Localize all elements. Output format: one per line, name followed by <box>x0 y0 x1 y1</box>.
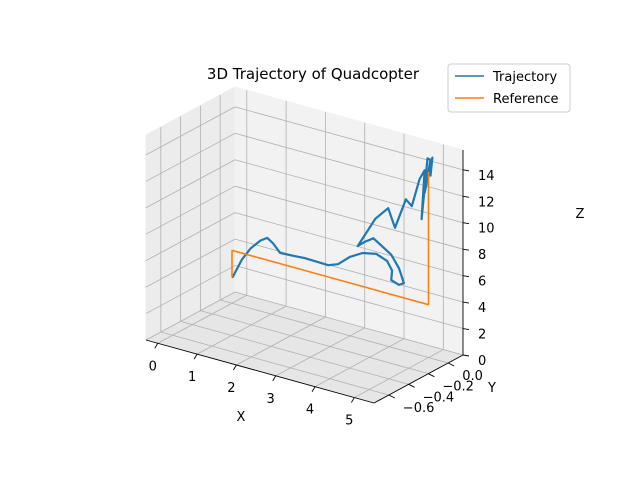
series-line-reference <box>231 171 430 306</box>
tick-label: 0.0 <box>462 369 483 384</box>
grid-line-z <box>145 238 236 288</box>
tick-mark <box>154 343 159 349</box>
tick-label: 8 <box>478 248 486 263</box>
data-series <box>231 156 434 306</box>
tick-label: 0 <box>149 359 157 374</box>
tick-mark <box>233 364 237 371</box>
tick-mark <box>462 195 470 198</box>
tick-mark <box>272 375 277 382</box>
tick-label: 6 <box>478 275 486 290</box>
tick-label: 4 <box>478 301 486 316</box>
tick-mark <box>388 394 396 399</box>
tick-mark <box>193 353 198 360</box>
tick-mark <box>462 169 470 172</box>
grid-line-z <box>234 238 464 303</box>
grid-line-z <box>145 212 236 261</box>
legend-label-trajectory: Trajectory <box>492 70 557 85</box>
grid-line-z <box>145 106 236 156</box>
tick-mark <box>428 373 435 378</box>
grid-line-y <box>200 310 429 375</box>
tick-label: 0 <box>478 354 486 369</box>
grid-line-z <box>234 212 464 277</box>
tick-label: 2 <box>227 381 235 396</box>
tick-label: 5 <box>345 414 353 429</box>
grid-line-z <box>145 132 236 182</box>
tick-mark <box>462 248 470 251</box>
tick-label: 3 <box>267 392 275 407</box>
grid-line-z <box>234 185 464 250</box>
tick-label: 14 <box>478 169 495 184</box>
legend: Trajectory Reference <box>447 63 571 113</box>
legend-label-reference: Reference <box>493 92 558 107</box>
tick-mark <box>447 362 455 367</box>
chart-title: 3D Trajectory of Quadcopter <box>207 65 420 83</box>
tick-mark <box>462 275 470 278</box>
y-axis-label: Y <box>487 381 496 396</box>
grid-line-z <box>234 159 464 224</box>
series-line-trajectory <box>231 156 434 286</box>
grid-line-z <box>234 265 464 329</box>
tick-mark <box>462 354 470 357</box>
tick-label: −0.4 <box>423 390 455 405</box>
x-axis-label: X <box>237 410 246 425</box>
tick-label: 1 <box>188 370 196 385</box>
grid-line-y <box>160 331 389 396</box>
grid-line-y <box>220 299 449 364</box>
tick-label: −0.2 <box>442 380 474 395</box>
x-axis-line <box>145 339 375 404</box>
grid-line-z <box>145 185 236 235</box>
tick-label: −0.6 <box>403 401 435 416</box>
tick-label: 2 <box>478 328 486 343</box>
tick-mark <box>462 301 470 304</box>
grid-line-z <box>234 106 464 171</box>
tick-mark <box>462 222 470 225</box>
grid-line-z <box>145 265 236 314</box>
grid-line-z <box>234 291 464 356</box>
tick-marks <box>154 169 470 403</box>
tick-label: 4 <box>306 403 314 418</box>
tick-mark <box>462 328 470 330</box>
grid-line-z <box>145 159 236 209</box>
tick-mark <box>350 397 355 403</box>
grid-line-y <box>180 320 409 385</box>
tick-mark <box>311 386 316 392</box>
grid-line-z <box>145 291 236 341</box>
tick-label: 12 <box>478 195 495 210</box>
z-axis-label: Z <box>576 207 585 222</box>
tick-label: 10 <box>478 222 495 237</box>
tick-mark <box>408 383 415 388</box>
grid-lines <box>145 90 464 398</box>
